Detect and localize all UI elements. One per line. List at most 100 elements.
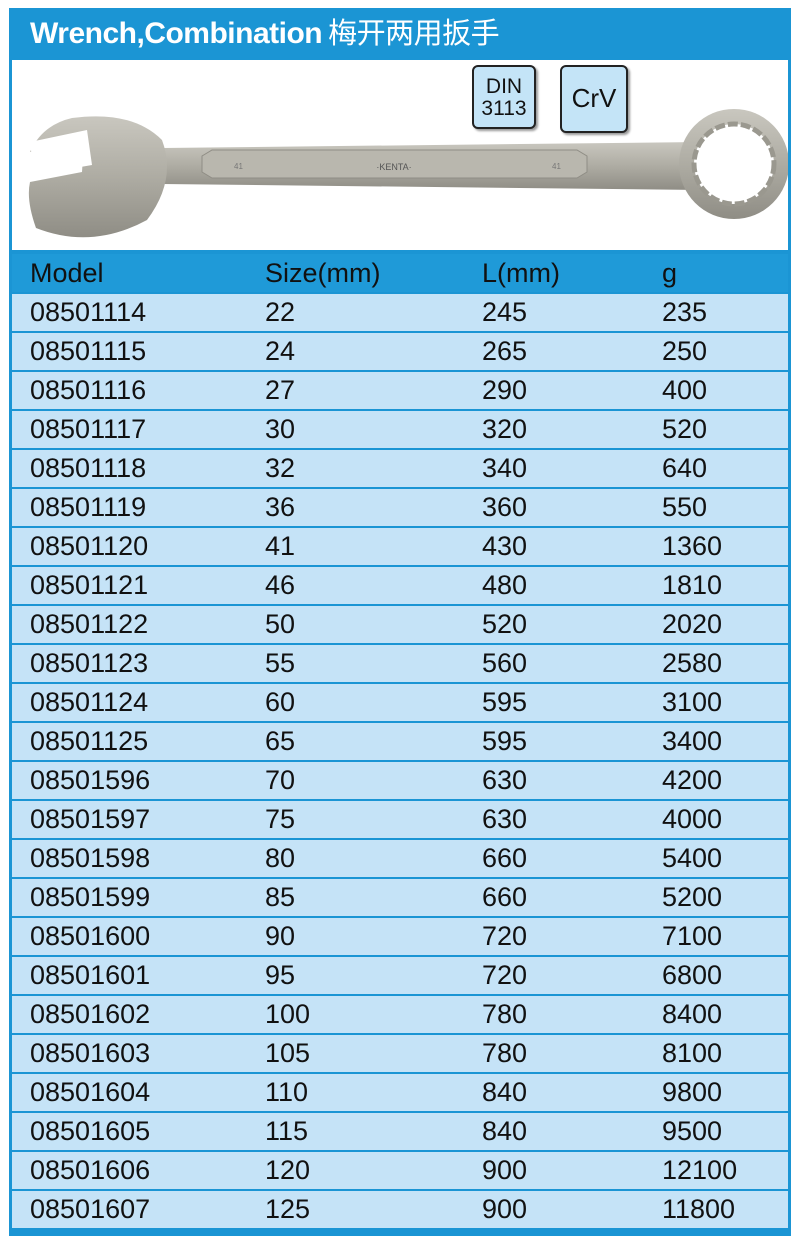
table-row: 08501123 55 560 2580 — [12, 645, 788, 684]
cell-length: 560 — [482, 648, 528, 678]
product-image: ·KENTA· 41 41 DIN 3113 CrV — [12, 60, 789, 250]
cell-model: 08501116 — [30, 375, 147, 405]
wrench-illustration: ·KENTA· 41 41 — [28, 109, 789, 238]
cell-length: 660 — [482, 843, 528, 873]
cell-weight: 4000 — [662, 804, 723, 834]
table-row: 08501114 22 245 235 — [12, 294, 788, 333]
cell-weight: 5200 — [662, 882, 723, 912]
cell-model: 08501600 — [30, 921, 151, 951]
cell-size: 95 — [265, 960, 296, 990]
cell-length: 900 — [482, 1155, 528, 1185]
cell-size: 27 — [265, 375, 296, 405]
cell-size: 24 — [265, 336, 296, 366]
cell-size: 75 — [265, 804, 296, 834]
cell-weight: 640 — [662, 453, 708, 483]
cell-model: 08501124 — [30, 687, 149, 717]
table-row: 08501605 115 840 9500 — [12, 1113, 788, 1152]
cell-model: 08501601 — [30, 960, 151, 990]
cell-length: 290 — [482, 375, 528, 405]
cell-model: 08501117 — [30, 414, 147, 444]
cell-length: 360 — [482, 492, 528, 522]
table-row: 08501117 30 320 520 — [12, 411, 788, 450]
cell-size: 110 — [265, 1077, 309, 1107]
header-weight: g — [662, 258, 678, 288]
cell-weight: 9500 — [662, 1116, 723, 1146]
cell-length: 320 — [482, 414, 528, 444]
table-row: 08501116 27 290 400 — [12, 372, 788, 411]
table-row: 08501606 120 900 12100 — [12, 1152, 788, 1191]
cell-weight: 1810 — [662, 570, 723, 600]
cell-model: 08501114 — [30, 297, 147, 327]
cell-weight: 8400 — [662, 999, 723, 1029]
cell-size: 90 — [265, 921, 296, 951]
title-en: Wrench,Combination — [30, 17, 323, 50]
cell-length: 720 — [482, 921, 528, 951]
table-row: 08501597 75 630 4000 — [12, 801, 788, 840]
cell-weight: 550 — [662, 492, 708, 522]
cell-size: 125 — [265, 1194, 311, 1224]
table-row: 08501602 100 780 8400 — [12, 996, 788, 1035]
table-row: 08501124 60 595 3100 — [12, 684, 788, 723]
cell-model: 08501123 — [30, 648, 149, 678]
cell-weight: 6800 — [662, 960, 723, 990]
cell-weight: 2580 — [662, 648, 723, 678]
table-row: 08501119 36 360 550 — [12, 489, 788, 528]
cell-size: 50 — [265, 609, 296, 639]
din-badge: DIN 3113 — [472, 65, 536, 129]
product-title: Wrench,Combination 梅开两用扳手 — [12, 11, 788, 57]
cell-size: 30 — [265, 414, 296, 444]
cell-model: 08501605 — [30, 1116, 151, 1146]
cell-size: 36 — [265, 492, 296, 522]
table-row: 08501607 125 900 11800 — [12, 1191, 788, 1230]
cell-size: 115 — [265, 1116, 309, 1146]
title-cn: 梅开两用扳手 — [328, 18, 500, 50]
cell-weight: 250 — [662, 336, 708, 366]
cell-weight: 5400 — [662, 843, 723, 873]
cell-length: 595 — [482, 687, 528, 717]
cell-model: 08501606 — [30, 1155, 151, 1185]
cell-weight: 4200 — [662, 765, 723, 795]
cell-model: 08501122 — [30, 609, 149, 639]
din-number: 3113 — [481, 97, 527, 120]
table-row: 08501596 70 630 4200 — [12, 762, 788, 801]
cell-model: 08501598 — [30, 843, 151, 873]
table-row: 08501121 46 480 1810 — [12, 567, 788, 606]
cell-model: 08501596 — [30, 765, 151, 795]
cell-weight: 3100 — [662, 687, 723, 717]
table-row: 08501125 65 595 3400 — [12, 723, 788, 762]
cell-length: 780 — [482, 1038, 528, 1068]
cell-weight: 2020 — [662, 609, 723, 639]
cell-length: 660 — [482, 882, 528, 912]
cell-weight: 3400 — [662, 726, 723, 756]
wrench-brand-mark: ·KENTA· — [376, 162, 411, 172]
table-body: 08501114 22 245 235 08501115 24 265 250 08501116… — [12, 294, 788, 1230]
cell-weight: 8100 — [662, 1038, 723, 1068]
cell-size: 22 — [265, 297, 296, 327]
cell-length: 595 — [482, 726, 528, 756]
cell-weight: 11800 — [662, 1194, 736, 1224]
cell-size: 105 — [265, 1038, 311, 1068]
cell-model: 08501121 — [30, 570, 149, 600]
cell-size: 32 — [265, 453, 296, 483]
cell-model: 08501603 — [30, 1038, 151, 1068]
cell-length: 630 — [482, 765, 528, 795]
cell-model: 08501119 — [30, 492, 147, 522]
header-size: Size(mm) — [265, 258, 381, 288]
table-row: 08501115 24 265 250 — [12, 333, 788, 372]
cell-size: 100 — [265, 999, 311, 1029]
cell-weight: 400 — [662, 375, 708, 405]
cell-size: 60 — [265, 687, 296, 717]
din-label: DIN — [485, 75, 523, 98]
cell-length: 480 — [482, 570, 528, 600]
table-header: Model Size(mm) L(mm) g — [12, 254, 788, 292]
cell-size: 70 — [265, 765, 296, 795]
material-badge: CrV — [560, 65, 628, 133]
cell-size: 65 — [265, 726, 296, 756]
cell-weight: 7100 — [662, 921, 723, 951]
cell-model: 08501597 — [30, 804, 151, 834]
header-length: L(mm) — [482, 258, 560, 288]
table-row: 08501599 85 660 5200 — [12, 879, 788, 918]
cell-length: 630 — [482, 804, 528, 834]
table-row: 08501600 90 720 7100 — [12, 918, 788, 957]
cell-size: 120 — [265, 1155, 311, 1185]
